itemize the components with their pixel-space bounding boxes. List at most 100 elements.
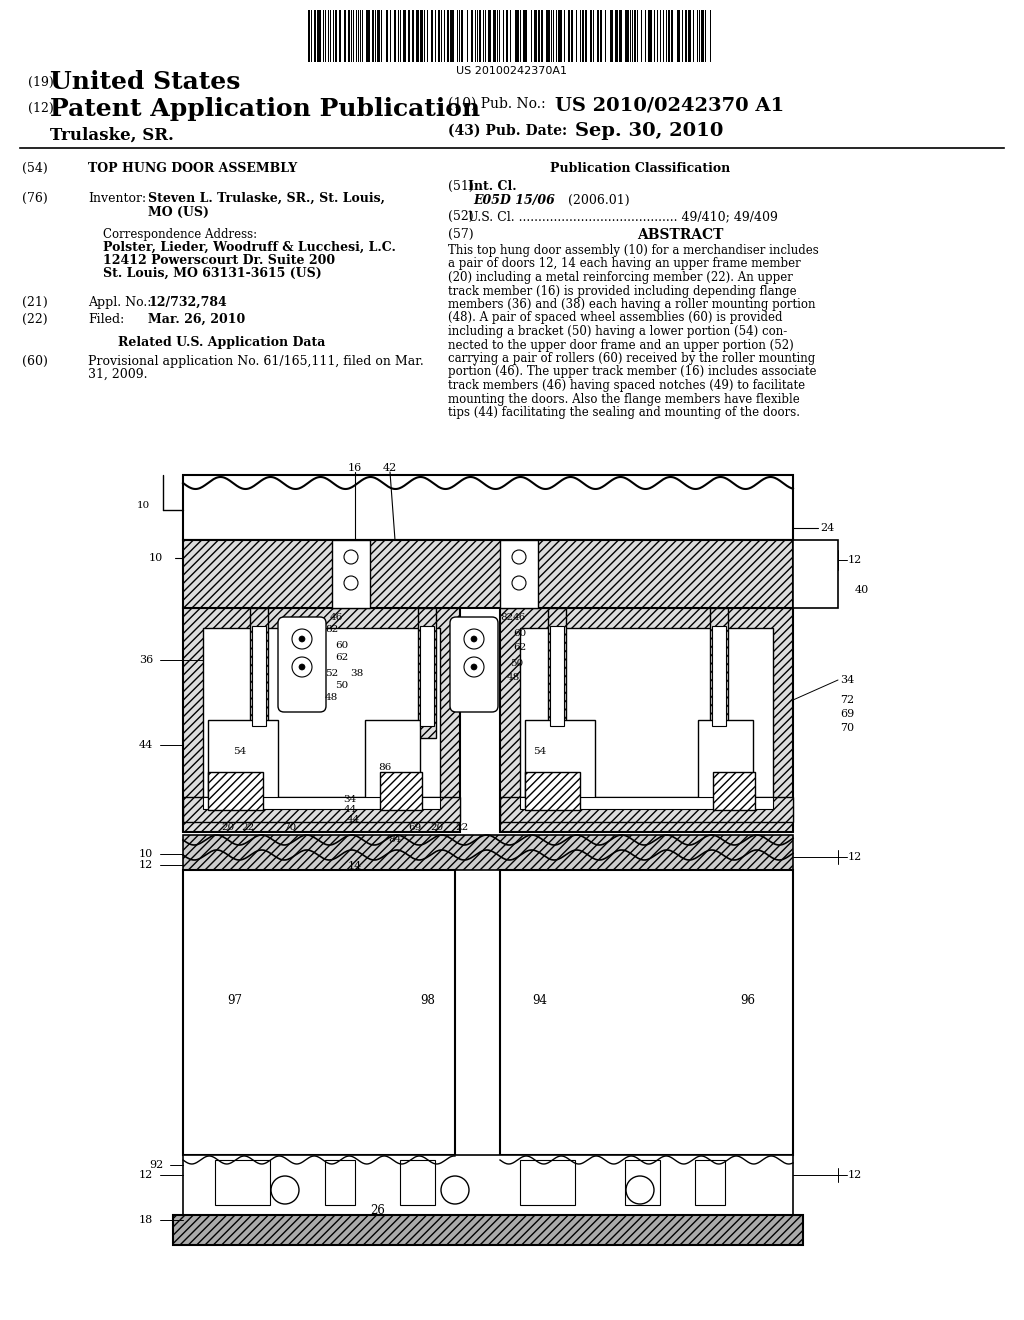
Circle shape	[471, 636, 477, 642]
Bar	[520, 628, 773, 812]
Bar	[550, 626, 564, 726]
Bar	[335, 11, 337, 62]
Bar	[534, 11, 537, 62]
Bar	[420, 11, 423, 62]
Bar	[515, 11, 519, 62]
Text: 94: 94	[532, 994, 548, 1006]
Bar	[366, 11, 370, 62]
Text: (60): (60)	[22, 355, 48, 368]
Bar	[394, 11, 396, 62]
Text: (76): (76)	[22, 191, 48, 205]
Bar	[183, 609, 460, 832]
Bar	[317, 11, 321, 62]
Bar	[600, 11, 602, 62]
FancyBboxPatch shape	[450, 616, 498, 711]
Bar	[183, 1155, 793, 1214]
Text: 10: 10	[137, 500, 150, 510]
Bar	[698, 719, 753, 800]
Bar	[571, 11, 573, 62]
Bar	[403, 11, 406, 62]
Text: (43) Pub. Date:: (43) Pub. Date:	[449, 124, 567, 139]
Bar	[332, 540, 370, 609]
Bar	[648, 11, 652, 62]
Text: 84: 84	[388, 836, 401, 845]
Circle shape	[299, 636, 305, 642]
Bar	[183, 797, 460, 822]
Bar	[538, 11, 540, 62]
Text: (48). A pair of spaced wheel assemblies (60) is provided: (48). A pair of spaced wheel assemblies …	[449, 312, 782, 325]
Text: Correspondence Address:: Correspondence Address:	[103, 228, 257, 242]
Text: (51): (51)	[449, 180, 474, 193]
Text: Inventor:: Inventor:	[88, 191, 146, 205]
Bar	[713, 772, 755, 810]
Text: 82: 82	[325, 626, 338, 635]
Text: 12: 12	[848, 554, 862, 565]
Bar	[590, 11, 592, 62]
Bar	[546, 11, 550, 62]
Bar	[348, 11, 350, 62]
Text: 62: 62	[335, 653, 348, 663]
Text: 12: 12	[138, 1170, 153, 1180]
Text: United States: United States	[50, 70, 241, 94]
Bar	[712, 626, 726, 726]
Bar	[400, 1160, 435, 1205]
Bar	[416, 11, 419, 62]
Text: Polster, Lieder, Woodruff & Lucchesi, L.C.: Polster, Lieder, Woodruff & Lucchesi, L.…	[103, 242, 396, 253]
Text: 31, 2009.: 31, 2009.	[88, 368, 147, 381]
Text: (19): (19)	[28, 77, 53, 88]
Bar	[183, 836, 793, 870]
Text: 69: 69	[840, 709, 854, 719]
Bar	[250, 609, 268, 738]
Text: Related U.S. Application Data: Related U.S. Application Data	[118, 337, 326, 348]
Text: 46: 46	[330, 614, 343, 623]
Text: (2006.01): (2006.01)	[568, 194, 630, 207]
Bar	[408, 11, 410, 62]
Text: MO (US): MO (US)	[148, 206, 209, 219]
Text: Sep. 30, 2010: Sep. 30, 2010	[575, 121, 723, 140]
Text: 44: 44	[343, 805, 356, 814]
Text: TOP HUNG DOOR ASSEMBLY: TOP HUNG DOOR ASSEMBLY	[88, 162, 297, 176]
Text: 24: 24	[820, 523, 835, 533]
Bar	[520, 797, 773, 809]
Text: track members (46) having spaced notches (49) to facilitate: track members (46) having spaced notches…	[449, 379, 805, 392]
Bar	[677, 11, 680, 62]
Bar	[208, 772, 263, 810]
Circle shape	[626, 1176, 654, 1204]
Circle shape	[299, 664, 305, 671]
Bar	[793, 540, 838, 609]
Circle shape	[292, 657, 312, 677]
Text: a pair of doors 12, 14 each having an upper frame member: a pair of doors 12, 14 each having an up…	[449, 257, 801, 271]
Bar	[506, 11, 508, 62]
Bar	[597, 11, 599, 62]
Bar	[450, 11, 454, 62]
Text: Filed:: Filed:	[88, 313, 124, 326]
Text: 16: 16	[348, 463, 362, 473]
Bar	[493, 11, 496, 62]
Text: Trulaske, SR.: Trulaske, SR.	[50, 127, 174, 144]
Bar	[618, 11, 622, 62]
Text: 34: 34	[343, 796, 356, 804]
Text: (22): (22)	[22, 313, 48, 326]
Text: Int. Cl.: Int. Cl.	[468, 180, 517, 193]
Text: 52: 52	[325, 668, 338, 677]
Bar	[685, 11, 687, 62]
Bar	[412, 11, 414, 62]
Circle shape	[271, 1176, 299, 1204]
Text: carrying a pair of rollers (60) received by the roller mounting: carrying a pair of rollers (60) received…	[449, 352, 815, 366]
Text: 12412 Powerscourt Dr. Suite 200: 12412 Powerscourt Dr. Suite 200	[103, 253, 335, 267]
Bar	[203, 797, 440, 809]
Bar	[615, 11, 618, 62]
Bar	[418, 609, 436, 738]
Bar	[634, 11, 636, 62]
Text: 20: 20	[430, 824, 443, 833]
Bar	[380, 772, 422, 810]
Text: 69: 69	[409, 824, 422, 833]
Text: 22: 22	[242, 824, 255, 833]
Bar	[710, 609, 728, 738]
Text: nected to the upper door frame and an upper portion (52): nected to the upper door frame and an up…	[449, 338, 794, 351]
Text: 70: 70	[840, 723, 854, 733]
Text: E05D 15/06: E05D 15/06	[473, 194, 555, 207]
Bar	[525, 719, 595, 800]
Bar	[625, 1160, 660, 1205]
Text: 97: 97	[227, 994, 243, 1006]
